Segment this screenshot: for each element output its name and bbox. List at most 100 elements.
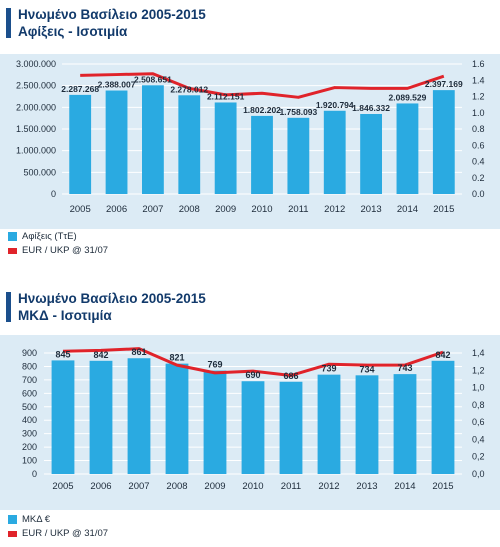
data-label: 734	[359, 364, 374, 374]
y-tick-label: 0	[32, 469, 37, 479]
y2-tick-label: 0.6	[472, 140, 485, 150]
bar	[251, 115, 273, 194]
header-accent-bar	[6, 292, 11, 322]
x-tick-label: 2005	[52, 481, 73, 492]
y2-tick-label: 0,0	[472, 469, 485, 479]
data-label: 2.388.007	[98, 80, 136, 90]
data-label: 2.287.268	[61, 84, 99, 94]
data-label: 845	[55, 349, 70, 359]
chart-svg: 0 100 200 300 400 500 600 700 800 900 0,0 0,2 0,4 0,6…	[22, 347, 485, 492]
data-label: 842	[435, 350, 450, 360]
x-tick-label: 2015	[433, 204, 454, 215]
data-label: 821	[169, 353, 184, 363]
bar	[432, 90, 455, 194]
x-tick-label: 2005	[70, 204, 91, 215]
x-tick-label: 2014	[397, 204, 418, 215]
data-label: 1.802.202	[243, 105, 281, 115]
x-tick-label: 2013	[356, 481, 377, 492]
bar	[178, 95, 201, 194]
y2-tick-label: 0.4	[472, 157, 485, 167]
chart-avg-spend: Ηνωμένο Βασίλειο 2005-2015 ΜΚΔ - Ισοτιμί…	[0, 283, 500, 547]
y2-tick-label: 1.4	[472, 75, 485, 85]
bar	[393, 374, 417, 474]
bar	[241, 381, 265, 474]
y-tick-label: 0	[51, 189, 56, 199]
data-label: 1.846.332	[352, 103, 390, 113]
data-label: 2.397.169	[425, 79, 463, 89]
y-tick-label: 2.500.000	[16, 81, 56, 91]
y2-tick-label: 0,8	[472, 400, 485, 410]
bar	[431, 360, 455, 474]
y-tick-label: 100	[22, 456, 37, 466]
data-label: 842	[93, 350, 108, 360]
x-tick-label: 2006	[106, 204, 127, 215]
series-line	[80, 72, 445, 99]
chart-subtitle: Αφίξεις - Ισοτιμία	[18, 24, 128, 39]
y-tick-label: 1.000.000	[16, 146, 56, 156]
chart-title: Ηνωμένο Βασίλειο 2005-2015	[18, 7, 206, 22]
bar	[105, 90, 128, 194]
data-label: 690	[245, 370, 260, 380]
y-tick-label: 500.000	[23, 167, 56, 177]
legend-line-swatch	[8, 531, 17, 537]
chart-svg: 0 500.000 1.000.000 1.500.000 2.000.000 2.500…	[16, 59, 485, 215]
data-label: 2.089.529	[389, 92, 427, 102]
y-tick-label: 300	[22, 429, 37, 439]
data-label: 739	[321, 364, 336, 374]
x-tick-label: 2010	[242, 481, 263, 492]
bar	[203, 370, 227, 474]
chart-subtitle: ΜΚΔ - Ισοτιμία	[18, 308, 112, 323]
legend-bar-swatch	[8, 232, 17, 241]
bar	[142, 85, 164, 194]
y-tick-label: 3.000.000	[16, 59, 56, 69]
y2-tick-label: 0,2	[472, 452, 485, 462]
legend-line-swatch	[8, 248, 17, 254]
x-tick-label: 2011	[281, 481, 301, 492]
bar	[165, 363, 189, 474]
x-tick-label: 2007	[142, 204, 163, 215]
data-label: 2.278.012	[170, 84, 208, 94]
data-label: 686	[283, 371, 298, 381]
x-tick-label: 2008	[166, 481, 187, 492]
bar	[279, 381, 303, 474]
x-tick-label: 2011	[288, 204, 308, 215]
x-tick-label: 2007	[128, 481, 149, 492]
y2-tick-label: 0.0	[472, 189, 485, 199]
y-tick-label: 800	[22, 361, 37, 371]
bar	[127, 358, 151, 474]
bar	[89, 360, 113, 474]
bar	[51, 360, 75, 474]
header-accent-bar	[6, 8, 11, 38]
data-label: 769	[207, 360, 222, 370]
y2-tick-label: 1,4	[472, 348, 485, 358]
x-tick-label: 2014	[394, 481, 415, 492]
x-tick-label: 2008	[179, 204, 200, 215]
data-label: 2.112.151	[207, 91, 245, 101]
bar	[360, 113, 382, 194]
y-tick-label: 600	[22, 388, 37, 398]
x-tick-label: 2006	[90, 481, 111, 492]
y-tick-label: 200	[22, 442, 37, 452]
data-label: 861	[131, 347, 146, 357]
legend-bar-label: Αφίξεις (ΤτΕ)	[22, 231, 77, 242]
y2-tick-label: 0.2	[472, 173, 485, 183]
y2-tick-label: 1.0	[472, 108, 485, 118]
y2-tick-label: 0,4	[472, 434, 485, 444]
bar	[355, 375, 379, 474]
x-tick-label: 2012	[324, 204, 345, 215]
bar	[69, 94, 92, 194]
bar	[317, 374, 341, 474]
chart-arrivals: Ηνωμένο Βασίλειο 2005-2015 Αφίξεις - Ισο…	[0, 0, 500, 262]
y-tick-label: 700	[22, 375, 37, 385]
legend-bar-swatch	[8, 515, 17, 524]
data-label: 2.508.651	[134, 74, 172, 84]
bar	[396, 103, 419, 194]
y2-tick-label: 1,0	[472, 383, 485, 393]
series-line	[62, 347, 444, 377]
y-tick-label: 1.500.000	[16, 124, 56, 134]
y2-tick-label: 1.2	[472, 92, 485, 102]
legend-line-label: EUR / UKP @ 31/07	[22, 528, 109, 539]
bar	[214, 102, 237, 194]
data-label: 743	[397, 363, 412, 373]
y2-tick-label: 0.8	[472, 124, 485, 134]
